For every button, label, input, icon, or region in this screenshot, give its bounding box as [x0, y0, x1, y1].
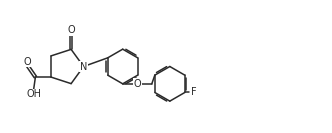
Text: O: O [67, 25, 75, 35]
Text: F: F [191, 88, 196, 97]
Text: N: N [80, 61, 87, 72]
Text: O: O [133, 79, 141, 89]
Text: OH: OH [26, 89, 41, 99]
Text: O: O [23, 57, 31, 66]
